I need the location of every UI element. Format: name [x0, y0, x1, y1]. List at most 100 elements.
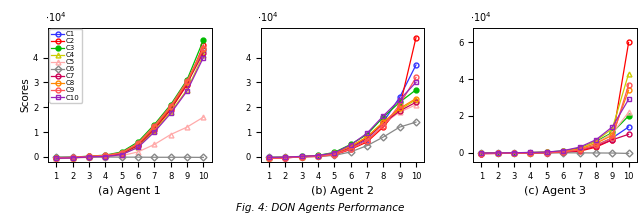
- C3: [52, 156, 60, 159]
- C6: [183, 156, 191, 158]
- C2: [183, 83, 191, 86]
- C4: [200, 54, 207, 56]
- C7: [68, 156, 76, 159]
- C4: [150, 130, 158, 132]
- C1: [200, 49, 207, 51]
- C2: [101, 155, 109, 157]
- C1: [134, 143, 142, 146]
- C8: [52, 157, 60, 159]
- C1: [68, 156, 76, 159]
- C4: [134, 146, 142, 148]
- C5: [200, 116, 207, 118]
- C10: [183, 90, 191, 92]
- C7: [101, 155, 109, 157]
- C1: [150, 126, 158, 128]
- C6: [101, 156, 109, 158]
- Line: C10: C10: [54, 55, 206, 161]
- C7: [167, 107, 175, 110]
- C4: [118, 153, 125, 156]
- C8: [150, 126, 158, 128]
- C2: [68, 156, 76, 159]
- C1: [167, 106, 175, 108]
- C3: [85, 155, 93, 157]
- Text: $\cdot10^4$: $\cdot10^4$: [45, 10, 67, 24]
- Line: C4: C4: [54, 53, 206, 161]
- C10: [118, 153, 125, 156]
- C4: [68, 157, 76, 159]
- C3: [68, 156, 76, 158]
- C3: [101, 154, 109, 156]
- C5: [183, 126, 191, 128]
- C8: [68, 156, 76, 159]
- C9: [200, 46, 207, 49]
- C6: [118, 156, 125, 158]
- Line: C1: C1: [54, 48, 206, 160]
- Line: C3: C3: [54, 38, 206, 160]
- C1: [52, 156, 60, 159]
- C10: [52, 157, 60, 160]
- C3: [150, 123, 158, 126]
- C2: [134, 144, 142, 147]
- C10: [167, 112, 175, 115]
- C10: [101, 155, 109, 158]
- Line: C7: C7: [54, 50, 206, 160]
- C2: [167, 108, 175, 111]
- C2: [200, 44, 207, 46]
- C6: [134, 156, 142, 158]
- C3: [118, 151, 125, 153]
- X-axis label: (c) Agent 3: (c) Agent 3: [524, 186, 586, 196]
- C3: [183, 79, 191, 81]
- C9: [68, 156, 76, 159]
- C6: [150, 156, 158, 158]
- C1: [101, 154, 109, 157]
- C5: [52, 157, 60, 160]
- C2: [52, 157, 60, 159]
- C10: [150, 131, 158, 133]
- C3: [134, 141, 142, 143]
- C2: [150, 128, 158, 131]
- C4: [85, 155, 93, 158]
- C9: [150, 125, 158, 127]
- Text: $\cdot10^4$: $\cdot10^4$: [257, 10, 279, 24]
- C7: [183, 82, 191, 85]
- C9: [118, 151, 125, 154]
- C6: [85, 156, 93, 158]
- C7: [200, 51, 207, 54]
- C7: [52, 157, 60, 159]
- C6: [167, 156, 175, 158]
- C10: [134, 146, 142, 149]
- Y-axis label: Scores: Scores: [20, 77, 30, 112]
- C6: [52, 156, 60, 158]
- C6: [68, 156, 76, 158]
- X-axis label: (b) Agent 2: (b) Agent 2: [311, 186, 374, 196]
- C4: [52, 157, 60, 159]
- C4: [167, 111, 175, 114]
- Text: $\cdot10^4$: $\cdot10^4$: [470, 10, 492, 24]
- C7: [85, 155, 93, 158]
- C9: [52, 156, 60, 159]
- C8: [200, 47, 207, 50]
- C9: [134, 142, 142, 145]
- C7: [150, 127, 158, 130]
- C4: [101, 155, 109, 158]
- C7: [118, 153, 125, 155]
- C10: [200, 56, 207, 59]
- C6: [200, 156, 207, 159]
- C1: [118, 152, 125, 154]
- Legend: C1, C2, C3, C4, C5, C6, C7, C8, C9, C10: C1, C2, C3, C4, C5, C6, C7, C8, C9, C10: [49, 29, 82, 103]
- Line: C6: C6: [54, 155, 206, 160]
- Line: C5: C5: [54, 115, 206, 161]
- C10: [85, 155, 93, 158]
- C2: [85, 155, 93, 158]
- Line: C2: C2: [54, 43, 206, 160]
- C10: [68, 157, 76, 159]
- C5: [150, 143, 158, 146]
- C5: [134, 151, 142, 153]
- C3: [167, 104, 175, 106]
- C8: [167, 106, 175, 108]
- Line: C8: C8: [54, 46, 206, 160]
- Text: Fig. 4: DON Agents Performance: Fig. 4: DON Agents Performance: [236, 203, 404, 213]
- C8: [134, 143, 142, 145]
- C5: [101, 155, 109, 158]
- C8: [101, 154, 109, 157]
